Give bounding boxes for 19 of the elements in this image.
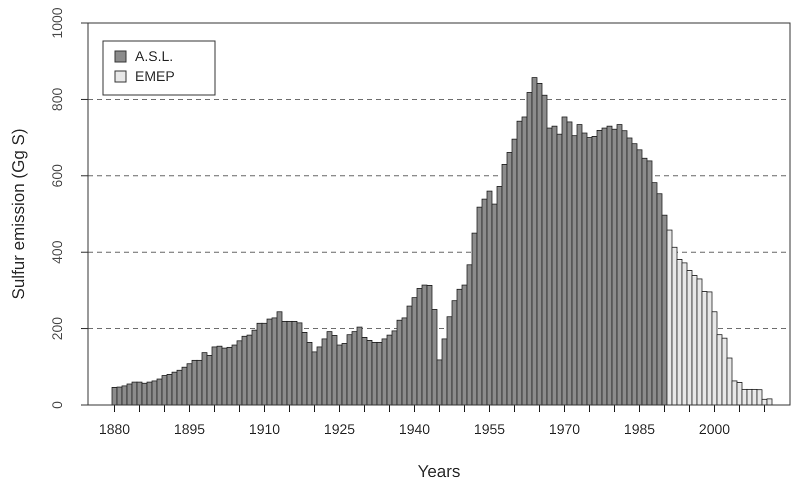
y-tick-label: 800 (49, 88, 65, 112)
x-tick-label: 1880 (98, 421, 130, 437)
legend-label: A.S.L. (135, 48, 174, 64)
x-tick-label: 1955 (474, 421, 506, 437)
x-tick-label: 1940 (398, 421, 430, 437)
y-tick-label: 200 (49, 316, 65, 340)
legend-label: EMEP (135, 68, 175, 84)
x-tick-label: 1895 (174, 421, 206, 437)
x-axis-title: Years (418, 462, 460, 481)
x-tick-label: 1970 (548, 421, 580, 437)
x-tick-label: 1925 (324, 421, 356, 437)
y-tick-label: 400 (49, 240, 65, 264)
x-tick-label: 1985 (624, 421, 656, 437)
y-axis-title: Sulfur emission (Gg S) (9, 128, 28, 300)
y-tick-label: 1000 (49, 7, 65, 39)
y-tick-label: 0 (49, 400, 65, 409)
y-tick-label: 600 (49, 164, 65, 188)
x-tick-label: 2000 (698, 421, 730, 437)
x-tick-label: 1910 (248, 421, 280, 437)
